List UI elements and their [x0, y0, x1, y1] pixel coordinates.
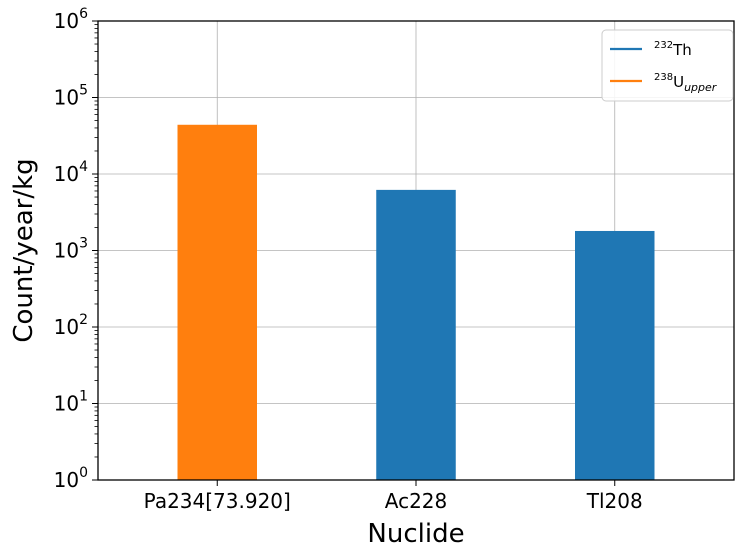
y-tick-label: 106: [54, 6, 88, 33]
y-tick-label: 101: [54, 389, 88, 416]
x-tick-label: Tl208: [586, 489, 643, 513]
x-tick-label: Pa234[73.920]: [144, 489, 291, 513]
y-axis-label: Count/year/kg: [9, 158, 39, 342]
y-tick-label: 104: [54, 159, 88, 186]
legend-box: [601, 29, 734, 102]
x-axis-label: Nuclide: [367, 519, 464, 549]
legend: 232Th 238Uupper: [601, 29, 734, 102]
bar: [177, 124, 257, 480]
legend-entry: 238Uupper: [654, 72, 718, 94]
y-tick-label: 103: [54, 236, 88, 263]
x-tick-label: Ac228: [385, 489, 448, 513]
y-axis-ticks: 100 101 102 103 104 105 106: [54, 6, 98, 492]
legend-entry: 232Th: [654, 40, 692, 59]
y-tick-label: 100: [54, 465, 88, 492]
y-tick-label: 105: [54, 83, 88, 110]
bars: [177, 124, 655, 481]
bar: [575, 230, 655, 480]
x-axis-ticks: Pa234[73.920] Ac228 Tl208: [144, 480, 643, 513]
bar: [376, 189, 456, 481]
y-tick-label: 102: [54, 312, 88, 339]
